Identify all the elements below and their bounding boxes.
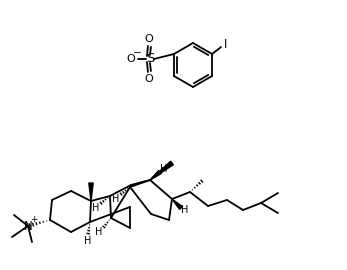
Text: O: O — [145, 34, 153, 44]
Text: −: − — [133, 48, 141, 58]
Text: H: H — [92, 203, 100, 213]
Text: S: S — [146, 52, 154, 66]
Text: O: O — [127, 54, 135, 64]
Polygon shape — [150, 161, 174, 180]
Text: +: + — [30, 215, 38, 224]
Text: N: N — [24, 220, 32, 232]
Text: O: O — [145, 74, 153, 84]
Text: I: I — [225, 39, 228, 52]
Text: H: H — [181, 205, 189, 215]
Polygon shape — [172, 199, 183, 210]
Polygon shape — [89, 183, 93, 201]
Text: H: H — [84, 236, 92, 246]
Polygon shape — [150, 170, 161, 180]
Text: H: H — [95, 227, 103, 237]
Text: H: H — [112, 194, 120, 204]
Text: H: H — [160, 164, 168, 174]
